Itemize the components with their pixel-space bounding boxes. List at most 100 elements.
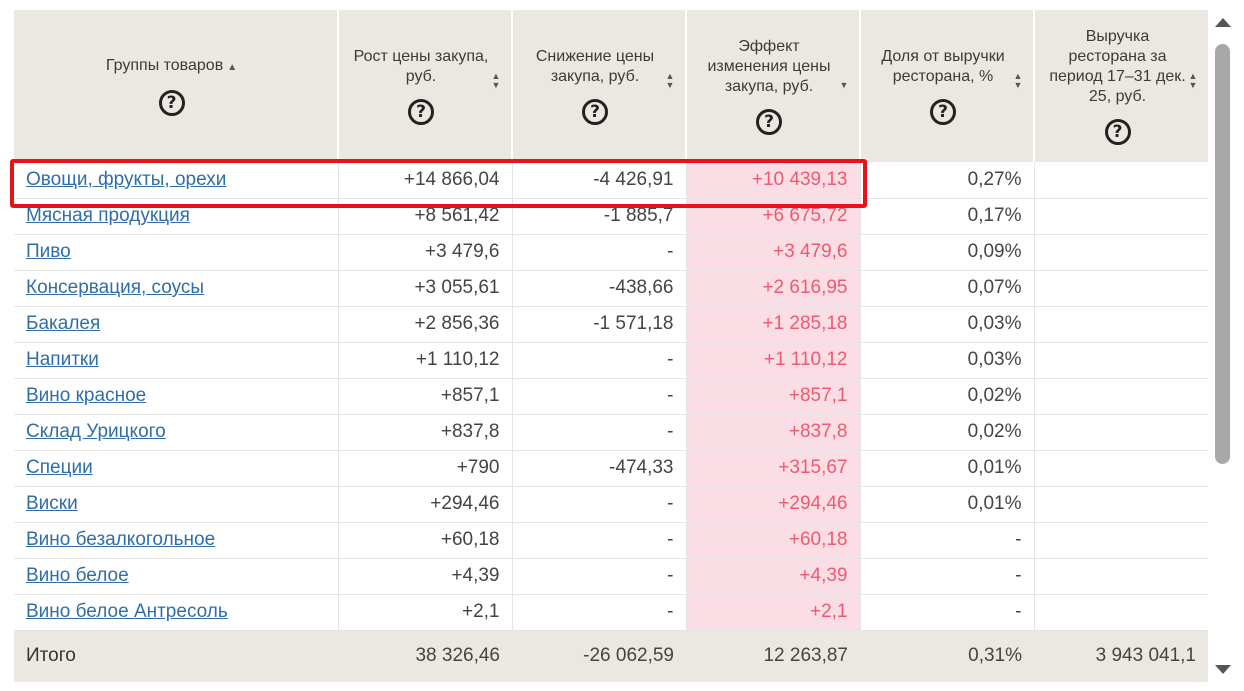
price-effect-cell: +1 285,18 <box>686 306 861 343</box>
total-share-cell: 0,31% <box>860 630 1034 682</box>
table-row: Овощи, фрукты, орехи +14 866,04 -4 426,9… <box>14 162 1208 199</box>
price-decrease-cell: -1 885,7 <box>512 198 687 235</box>
revenue-cell <box>1034 234 1208 271</box>
price-decrease-cell: - <box>512 342 687 379</box>
product-group-link[interactable]: Вино белое <box>26 565 129 586</box>
column-header-price-effect[interactable]: Эффект изменения цены закупа, руб. ? ▲▼ <box>686 10 861 162</box>
sort-desc-icon[interactable]: ▲▼ <box>839 80 849 90</box>
scrollbar-thumb[interactable] <box>1215 44 1230 464</box>
product-group-cell: Склад Урицкого <box>14 414 339 451</box>
scroll-down-arrow-icon[interactable] <box>1215 665 1231 674</box>
revenue-cell <box>1034 558 1208 595</box>
total-label: Итого <box>14 630 338 682</box>
help-icon[interactable]: ? <box>158 90 185 116</box>
revenue-cell <box>1034 594 1208 631</box>
price-increase-cell: +857,1 <box>338 378 513 415</box>
product-group-link[interactable]: Пиво <box>26 241 71 262</box>
revenue-cell <box>1034 198 1208 235</box>
help-icon[interactable]: ? <box>930 99 956 125</box>
sort-arrows-icon[interactable]: ▲ ▼ <box>665 71 675 90</box>
price-effect-table: Группы товаров ▲ ? Рост цены закупа, руб.… <box>14 10 1208 682</box>
revenue-share-cell: 0,03% <box>860 306 1035 343</box>
product-group-link[interactable]: Вино белое Антресоль <box>26 601 228 622</box>
price-increase-cell: +60,18 <box>338 522 513 559</box>
help-icon[interactable]: ? <box>408 99 434 125</box>
scroll-up-arrow-icon[interactable] <box>1215 18 1231 27</box>
help-icon[interactable]: ? <box>1104 119 1131 145</box>
revenue-cell <box>1034 342 1208 379</box>
table-row: Специи +790 -474,33 +315,67 0,01% <box>14 450 1208 487</box>
price-effect-cell: +857,1 <box>686 378 861 415</box>
price-effect-cell: +6 675,72 <box>686 198 861 235</box>
product-group-cell: Бакалея <box>14 306 339 343</box>
table-row: Бакалея +2 856,36 -1 571,18 +1 285,18 0,… <box>14 306 1208 343</box>
column-header-label: Выручка ресторана за период 17–31 дек. 2… <box>1049 28 1186 105</box>
revenue-share-cell: - <box>860 558 1035 595</box>
help-icon[interactable]: ? <box>756 109 782 135</box>
price-increase-cell: +3 055,61 <box>338 270 513 307</box>
product-group-cell: Виски <box>14 486 339 523</box>
price-effect-cell: +10 439,13 <box>686 162 861 199</box>
column-header-price-increase[interactable]: Рост цены закупа, руб. ? ▲ ▼ <box>338 10 513 162</box>
column-header-label: Доля от выручки ресторана, % <box>881 48 1005 85</box>
total-increase-cell: 38 326,46 <box>338 630 512 682</box>
price-effect-cell: +837,8 <box>686 414 861 451</box>
price-increase-cell: +4,39 <box>338 558 513 595</box>
column-header-restaurant-revenue[interactable]: Выручка ресторана за период 17–31 дек. 2… <box>1034 10 1208 162</box>
table-row: Вино белое Антресоль +2,1 - +2,1 - <box>14 594 1208 631</box>
product-group-cell: Пиво <box>14 234 339 271</box>
total-revenue-cell: 3 943 041,1 <box>1034 630 1208 682</box>
price-effect-cell: +294,46 <box>686 486 861 523</box>
sort-arrows-icon[interactable]: ▲ ▼ <box>1013 71 1023 90</box>
product-group-cell: Специи <box>14 450 339 487</box>
column-header-revenue-share[interactable]: Доля от выручки ресторана, % ? ▲ ▼ <box>860 10 1035 162</box>
table-row: Вино белое +4,39 - +4,39 - <box>14 558 1208 595</box>
revenue-share-cell: 0,02% <box>860 414 1035 451</box>
column-header-label: Снижение цены закупа, руб. <box>535 48 655 85</box>
table-row: Вино безалкогольное +60,18 - +60,18 - <box>14 522 1208 559</box>
revenue-share-cell: 0,09% <box>860 234 1035 271</box>
sort-up-icon[interactable]: ▲ <box>227 62 238 73</box>
sort-arrows-icon[interactable]: ▲ <box>227 62 237 73</box>
revenue-cell <box>1034 162 1208 199</box>
sort-arrows-icon[interactable]: ▲ ▼ <box>491 71 501 90</box>
revenue-share-cell: 0,01% <box>860 486 1035 523</box>
price-effect-cell: +2,1 <box>686 594 861 631</box>
total-effect-cell: 12 263,87 <box>686 630 860 682</box>
product-group-link[interactable]: Напитки <box>26 349 99 370</box>
help-icon[interactable]: ? <box>582 99 608 125</box>
price-decrease-cell: - <box>512 522 687 559</box>
column-header-product-groups[interactable]: Группы товаров ▲ ? <box>14 10 339 162</box>
revenue-share-cell: 0,27% <box>860 162 1035 199</box>
total-row: Итого 38 326,46 -26 062,59 12 263,87 0,3… <box>14 630 1208 682</box>
revenue-cell <box>1034 522 1208 559</box>
product-group-link[interactable]: Склад Урицкого <box>26 421 166 442</box>
product-group-link[interactable]: Бакалея <box>26 313 101 334</box>
sort-arrows-icon[interactable]: ▲ ▼ <box>1188 71 1198 90</box>
product-group-link[interactable]: Овощи, фрукты, орехи <box>26 168 227 190</box>
price-increase-cell: +2,1 <box>338 594 513 631</box>
revenue-share-cell: 0,03% <box>860 342 1035 379</box>
vertical-scrollbar[interactable] <box>1212 10 1234 682</box>
price-decrease-cell: -4 426,91 <box>512 162 687 199</box>
column-header-price-decrease[interactable]: Снижение цены закупа, руб. ? ▲ ▼ <box>512 10 687 162</box>
product-group-cell: Вино белое Антресоль <box>14 594 339 631</box>
product-group-cell: Консервация, соусы <box>14 270 339 307</box>
product-group-link[interactable]: Мясная продукция <box>26 205 190 226</box>
revenue-share-cell: 0,02% <box>860 378 1035 415</box>
price-increase-cell: +294,46 <box>338 486 513 523</box>
revenue-share-cell: 0,17% <box>860 198 1035 235</box>
product-group-link[interactable]: Вино безалкогольное <box>26 529 216 550</box>
revenue-cell <box>1034 378 1208 415</box>
price-effect-table-container: Группы товаров ▲ ? Рост цены закупа, руб.… <box>14 10 1208 682</box>
product-group-cell: Вино красное <box>14 378 339 415</box>
revenue-share-cell: - <box>860 522 1035 559</box>
product-group-link[interactable]: Виски <box>26 493 78 514</box>
product-group-link[interactable]: Вино красное <box>26 385 147 406</box>
price-increase-cell: +14 866,04 <box>338 162 513 199</box>
revenue-cell <box>1034 486 1208 523</box>
product-group-link[interactable]: Консервация, соусы <box>26 277 205 298</box>
product-group-link[interactable]: Специи <box>26 457 93 478</box>
product-group-cell: Вино безалкогольное <box>14 522 339 559</box>
product-group-cell: Овощи, фрукты, орехи <box>14 162 339 199</box>
